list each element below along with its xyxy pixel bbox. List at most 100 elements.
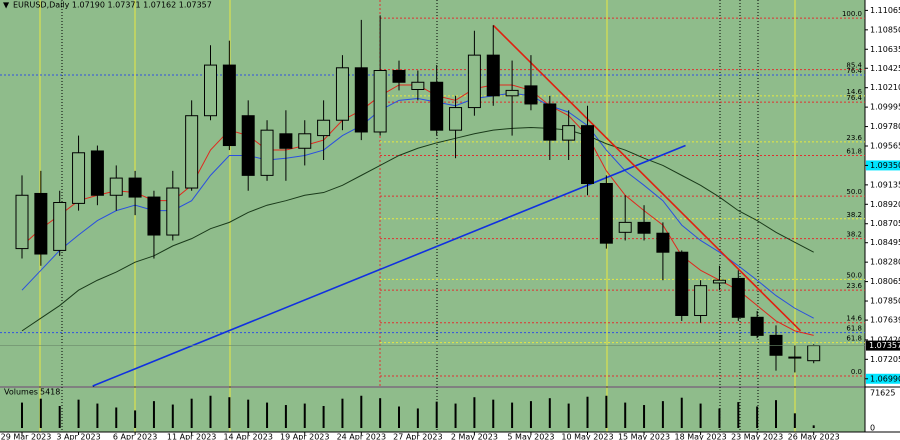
x-tick-label: 19 Apr 2023 — [280, 433, 329, 440]
y-tick-label: 1.08495 — [870, 238, 900, 247]
volume-tick-label: 0 — [870, 424, 875, 433]
candle-body — [166, 187, 180, 236]
fibo-label: 23.6 — [846, 134, 862, 142]
candle-body — [373, 70, 387, 133]
y-tick-label: 1.06990 — [870, 374, 900, 383]
candle-body — [335, 67, 349, 121]
price-marker — [866, 373, 900, 384]
candle-body — [581, 125, 594, 185]
x-tick-label: 14 Apr 2023 — [223, 433, 272, 440]
candle-body — [317, 119, 331, 137]
fibo-label: 14.6 — [846, 315, 862, 323]
trendline — [492, 24, 802, 332]
candle-body — [430, 81, 444, 131]
fibo-label: 61.8 — [846, 335, 862, 343]
fibo-label: 61.8 — [846, 147, 862, 155]
candle-body — [675, 251, 689, 316]
fibo-label: 23.6 — [846, 282, 862, 290]
candle-body — [298, 133, 312, 149]
fibo-label: 100.0 — [842, 10, 862, 18]
x-tick-label: 6 Apr 2023 — [113, 433, 157, 440]
candle-body — [694, 285, 708, 316]
candle-body — [731, 277, 745, 318]
date-separators — [61, 0, 759, 432]
candle-body — [241, 115, 255, 176]
candle-body — [147, 196, 161, 236]
candle-body — [72, 152, 86, 204]
candle-body — [128, 177, 142, 198]
y-tick-label: 1.09350 — [870, 161, 900, 170]
candle-body — [543, 103, 557, 141]
y-tick-label: 1.07420 — [870, 335, 900, 344]
candle-body — [185, 115, 199, 189]
y-tick-label: 1.07639 — [870, 316, 900, 325]
fibo-label: 85.4 — [846, 62, 862, 70]
y-tick-label: 1.08280 — [870, 258, 900, 267]
volume-title: Volumes — [4, 388, 38, 397]
fibo-label: 50.0 — [846, 271, 862, 279]
y-tick-label: 1.09565 — [870, 141, 900, 150]
candle-body — [599, 183, 613, 244]
fibo-label: 14.6 — [846, 88, 862, 96]
y-tick-label: 1.09995 — [870, 103, 900, 112]
y-tick-label: 1.10425 — [870, 64, 900, 73]
trendline — [92, 144, 686, 387]
y-tick-label: 1.08920 — [870, 200, 900, 209]
candle-body — [807, 345, 821, 362]
y-tick-label: 1.09135 — [870, 180, 900, 189]
candle-body — [411, 81, 425, 90]
header: EURUSD,Daily 1.07190 1.07371 1.07162 1.0… — [13, 1, 212, 10]
fibo-label: 38.2 — [846, 211, 862, 219]
candle-body — [53, 201, 67, 251]
fibo-label: 76.4 — [846, 94, 862, 102]
candle-body — [279, 133, 293, 149]
y-tick-label: 1.10850 — [870, 25, 900, 34]
candle-body — [712, 279, 726, 284]
x-tick-label: 2 May 2023 — [451, 433, 498, 440]
candle-body — [204, 64, 217, 117]
y-tick-label: 1.07850 — [870, 297, 900, 306]
x-tick-label: 10 May 2023 — [561, 433, 613, 440]
x-tick-label: 29 Mar 2023 — [1, 433, 52, 440]
candle-body — [90, 150, 104, 196]
candle-body — [788, 356, 802, 359]
x-tick-label: 27 Apr 2023 — [393, 433, 442, 440]
y-tick-label: 1.10635 — [870, 45, 900, 54]
y-tick-label: 1.08065 — [870, 277, 900, 286]
candle-body — [524, 85, 538, 105]
candle-body — [505, 89, 519, 97]
candle-body — [15, 194, 29, 250]
candle-body — [656, 232, 670, 253]
candle-body — [392, 70, 406, 83]
x-tick-label: 5 May 2023 — [507, 433, 554, 440]
candle-body — [750, 316, 764, 336]
fibo-label: 50.0 — [846, 188, 862, 196]
price-marker — [866, 160, 900, 171]
x-tick-label: 11 Apr 2023 — [167, 433, 216, 440]
x-tick-label: 23 May 2023 — [731, 433, 783, 440]
candle-body — [354, 67, 368, 133]
volume-panel — [0, 388, 865, 432]
candle-body — [562, 125, 576, 141]
candle-body — [34, 192, 48, 255]
x-tick-label: 15 May 2023 — [618, 433, 670, 440]
x-tick-label: 3 Apr 2023 — [56, 433, 100, 440]
fibo-label: 0.0 — [851, 368, 862, 376]
y-tick-label: 1.10210 — [870, 83, 900, 92]
volume-last: 5418 — [40, 388, 60, 397]
candle-body — [618, 221, 632, 233]
fibo-label: 61.8 — [846, 325, 862, 333]
candle-body — [486, 54, 500, 97]
menu-arrow[interactable]: ▼ — [3, 1, 10, 10]
y-tick-label: 1.07205 — [870, 355, 900, 364]
fibo-label: 76.4 — [846, 67, 862, 75]
y-tick-label: 1.09780 — [870, 122, 900, 131]
y-tick-label: 1.08705 — [870, 219, 900, 228]
current-price-box — [866, 340, 900, 351]
x-tick-label: 24 Apr 2023 — [337, 433, 386, 440]
x-tick-label: 26 May 2023 — [788, 433, 840, 440]
price-panel — [0, 0, 865, 386]
candle-body — [260, 129, 274, 176]
candle-body — [449, 107, 463, 131]
